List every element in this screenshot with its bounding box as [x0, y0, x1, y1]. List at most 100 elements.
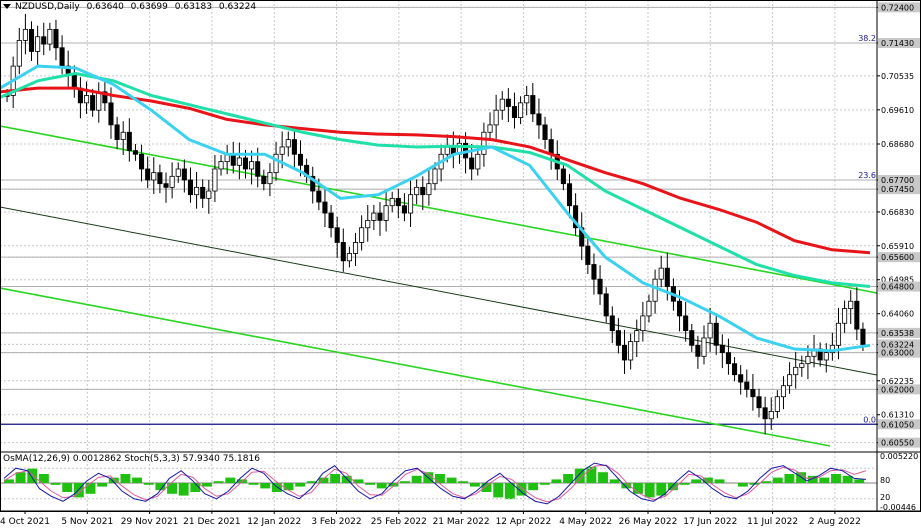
candle-body [573, 205, 579, 229]
chart-frame [0, 0, 921, 512]
candle-body [609, 315, 615, 332]
x-tick-label: 12 Jan 2022 [247, 517, 301, 527]
x-tick-label: 5 Nov 2021 [61, 517, 113, 527]
candle-body [90, 95, 96, 111]
x-tick-label: 21 Dec 2021 [183, 517, 241, 527]
osma-label: OsMA(12,26,9) 0.0012862 [3, 454, 122, 464]
price-label-box [878, 384, 921, 395]
candle-body [114, 124, 120, 140]
y-tick-label: 0.69610 [881, 106, 914, 115]
candle-body [187, 179, 194, 196]
candle-body [860, 328, 866, 345]
candle-body [16, 40, 22, 67]
osma-bar [854, 479, 865, 483]
candle-body [346, 253, 352, 262]
candle-body [28, 28, 35, 52]
osma-bar [469, 483, 480, 487]
candle-body [695, 344, 701, 357]
candle-body [499, 98, 505, 111]
chart-header: NZDUSD,Daily 0.63640 0.63699 0.63183 0.6… [3, 2, 260, 12]
candle-body [524, 95, 530, 104]
candle-body [383, 205, 389, 221]
y-tick-label: 0.65600 [881, 253, 914, 262]
candle-body [218, 161, 224, 170]
candle-body [359, 227, 365, 243]
candle-body [505, 98, 511, 107]
candle-body [139, 153, 145, 170]
y-tick-label: 0.60550 [881, 439, 914, 448]
osma-bar [85, 483, 96, 494]
candle-body [47, 28, 53, 45]
candle-body [469, 157, 475, 170]
osma-bar [633, 483, 643, 494]
candle-body [151, 172, 157, 181]
time-axis: 4 Oct 2021 5 Nov 2021 29 Nov 2021 21 Dec 20… [0, 510, 921, 527]
osma-bar [283, 483, 294, 491]
sub-axis-label: 80 [880, 476, 890, 485]
osma-bar [702, 477, 713, 483]
candle-body [615, 330, 621, 346]
osma-bar [330, 474, 341, 483]
candle-body [762, 407, 768, 420]
fib-label: 23.6 [858, 171, 876, 180]
osma-bar [155, 483, 166, 491]
price-label-box [878, 437, 921, 448]
candle-body [805, 355, 811, 365]
candle-body [132, 150, 138, 155]
candle-body [59, 47, 65, 67]
x-tick-label: 26 May 2022 [619, 517, 678, 527]
candle-body [352, 242, 359, 254]
candle-body [22, 28, 28, 41]
osma-bar [667, 483, 678, 491]
y-tick-label: 0.61310 [881, 411, 914, 420]
dropdown-arrow-icon[interactable] [3, 4, 11, 9]
candle-body [750, 388, 756, 398]
candle-body [377, 212, 383, 221]
osma-bar [108, 477, 119, 483]
candle-body [676, 300, 683, 317]
candle-body [475, 153, 481, 170]
candle-body [316, 190, 322, 203]
candle-body [725, 352, 731, 365]
sub-axis-label: 20 [880, 493, 890, 502]
osma-bar [819, 477, 830, 483]
y-tick-label: 0.63538 [881, 329, 914, 338]
osma-bar [365, 483, 376, 485]
candle-body [401, 205, 407, 214]
osma-bar [318, 477, 329, 483]
price-axis: 0.72400 0.71430 0.70535 0.69610 0.68680 0.677… [876, 0, 921, 511]
osma-bar [306, 481, 317, 483]
price-label-box [878, 339, 921, 350]
candle-body [848, 300, 854, 309]
price-label-box [878, 281, 921, 292]
price-label-box [878, 184, 921, 195]
stoch-main-line [3, 462, 867, 505]
candle-body [530, 95, 536, 115]
high-value: 0.63699 [130, 2, 168, 12]
x-tick-label: 17 Jun 2022 [683, 517, 737, 527]
candle-body [597, 278, 603, 295]
candle-body [689, 330, 695, 346]
candle-body [83, 95, 90, 104]
x-tick-label: 29 Nov 2021 [121, 517, 179, 527]
candle-body [566, 183, 573, 207]
candle-body [444, 146, 450, 155]
osma-bar [190, 483, 201, 492]
candle-body [365, 220, 371, 229]
osma-bar [143, 483, 154, 485]
candle-body [420, 186, 426, 196]
price-label-box [878, 175, 921, 185]
osma-bar [737, 483, 748, 487]
price-label-box [878, 419, 921, 430]
candle-body [683, 315, 689, 332]
candle-body [640, 315, 646, 332]
candle-body [536, 113, 542, 126]
osma-bar [202, 483, 212, 487]
ema-red-line [0, 86, 871, 255]
osma-bar [271, 483, 282, 492]
candle-body [328, 212, 334, 229]
osma-bar [4, 479, 14, 483]
osma-bar [178, 483, 189, 496]
candle-body [267, 172, 273, 185]
